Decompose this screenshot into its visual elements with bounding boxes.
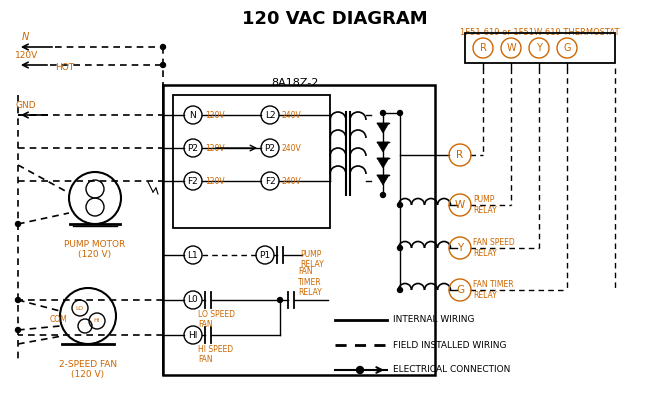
Circle shape bbox=[15, 297, 21, 303]
Bar bbox=[465, 33, 615, 63]
Polygon shape bbox=[377, 142, 389, 152]
Text: HI: HI bbox=[188, 331, 198, 339]
Text: L0: L0 bbox=[188, 295, 198, 305]
Text: N: N bbox=[190, 111, 196, 119]
Text: HI: HI bbox=[94, 318, 100, 323]
Text: LO: LO bbox=[76, 305, 84, 310]
Text: N: N bbox=[22, 32, 29, 42]
Text: W: W bbox=[455, 200, 465, 210]
Text: R: R bbox=[456, 150, 464, 160]
Text: FAN TIMER
RELAY: FAN TIMER RELAY bbox=[473, 280, 514, 300]
Text: Y: Y bbox=[457, 243, 463, 253]
Polygon shape bbox=[377, 123, 389, 133]
Text: FAN
TIMER
RELAY: FAN TIMER RELAY bbox=[298, 267, 322, 297]
Text: P1: P1 bbox=[259, 251, 271, 259]
Circle shape bbox=[277, 297, 283, 303]
Circle shape bbox=[161, 62, 165, 67]
Circle shape bbox=[397, 246, 403, 251]
Text: F2: F2 bbox=[188, 176, 198, 186]
Text: 120V: 120V bbox=[205, 111, 224, 119]
Text: P2: P2 bbox=[188, 143, 198, 153]
Text: Y: Y bbox=[536, 43, 542, 53]
Circle shape bbox=[397, 111, 403, 116]
Text: 8A18Z-2: 8A18Z-2 bbox=[271, 78, 319, 88]
Text: PUMP MOTOR
(120 V): PUMP MOTOR (120 V) bbox=[64, 240, 126, 259]
Text: 120V: 120V bbox=[205, 143, 224, 153]
Text: G: G bbox=[563, 43, 571, 53]
Text: GND: GND bbox=[15, 101, 36, 110]
Bar bbox=[163, 85, 435, 375]
Text: 2-SPEED FAN
(120 V): 2-SPEED FAN (120 V) bbox=[59, 360, 117, 379]
Text: 240V: 240V bbox=[282, 176, 302, 186]
Text: P2: P2 bbox=[265, 143, 275, 153]
Polygon shape bbox=[377, 158, 389, 168]
Text: 120V: 120V bbox=[205, 176, 224, 186]
Text: FIELD INSTALLED WIRING: FIELD INSTALLED WIRING bbox=[393, 341, 507, 349]
Text: G: G bbox=[456, 285, 464, 295]
Circle shape bbox=[15, 328, 21, 333]
Text: PUMP
RELAY: PUMP RELAY bbox=[300, 250, 324, 269]
Text: FAN SPEED
RELAY: FAN SPEED RELAY bbox=[473, 238, 515, 258]
Circle shape bbox=[356, 367, 364, 373]
Text: L1: L1 bbox=[188, 251, 198, 259]
Text: PUMP
RELAY: PUMP RELAY bbox=[473, 195, 496, 215]
Circle shape bbox=[161, 44, 165, 49]
Text: W: W bbox=[507, 43, 516, 53]
Text: 1F51-619 or 1F51W-619 THERMOSTAT: 1F51-619 or 1F51W-619 THERMOSTAT bbox=[460, 28, 620, 37]
Circle shape bbox=[381, 192, 385, 197]
Text: L2: L2 bbox=[265, 111, 275, 119]
Bar bbox=[173, 95, 330, 228]
Text: COM: COM bbox=[50, 315, 68, 323]
Text: ELECTRICAL CONNECTION: ELECTRICAL CONNECTION bbox=[393, 365, 511, 375]
Text: HI SPEED
FAN: HI SPEED FAN bbox=[198, 345, 233, 365]
Text: HOT: HOT bbox=[55, 63, 74, 72]
Polygon shape bbox=[377, 175, 389, 185]
Text: INTERNAL WIRING: INTERNAL WIRING bbox=[393, 316, 474, 324]
Text: F2: F2 bbox=[265, 176, 275, 186]
Circle shape bbox=[397, 202, 403, 207]
Text: R: R bbox=[480, 43, 486, 53]
Text: 120 VAC DIAGRAM: 120 VAC DIAGRAM bbox=[242, 10, 428, 28]
Text: 240V: 240V bbox=[282, 111, 302, 119]
Circle shape bbox=[15, 222, 21, 227]
Text: LO SPEED
FAN: LO SPEED FAN bbox=[198, 310, 235, 329]
Circle shape bbox=[381, 111, 385, 116]
Text: 120V: 120V bbox=[15, 51, 38, 60]
Circle shape bbox=[397, 287, 403, 292]
Text: 240V: 240V bbox=[282, 143, 302, 153]
